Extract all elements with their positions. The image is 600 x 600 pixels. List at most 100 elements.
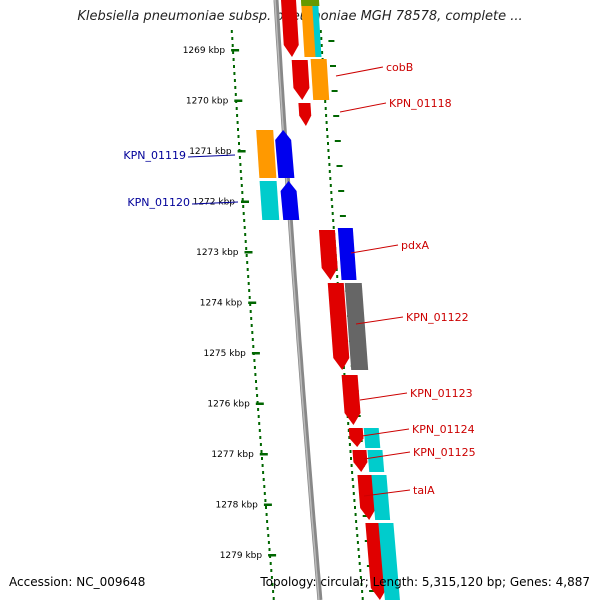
major-tick-right <box>362 515 369 517</box>
minor-tick-right <box>349 450 352 453</box>
minor-tick-right <box>361 590 364 593</box>
kbp-tick-mark <box>259 453 268 456</box>
major-tick-right <box>334 140 341 142</box>
minor-tick-left <box>262 471 265 474</box>
minor-tick-right <box>325 121 328 124</box>
minor-tick-left <box>258 429 261 432</box>
minor-tick-left <box>253 366 256 369</box>
minor-tick-right <box>343 373 346 376</box>
kbp-tick-label: 1273 kbp <box>196 248 239 258</box>
minor-tick-left <box>246 268 249 271</box>
minor-tick-left <box>269 562 272 565</box>
kbp-tick-label: 1279 kbp <box>220 551 263 561</box>
gene-label-leader <box>363 489 411 497</box>
minor-tick-left <box>234 86 237 89</box>
minor-tick-left <box>238 142 240 145</box>
kbp-tick-label: 1274 kbp <box>200 299 243 309</box>
minor-tick-left <box>259 443 262 446</box>
kbp-tick-mark <box>234 99 243 102</box>
kbp-tick-label: 1276 kbp <box>207 400 250 410</box>
kbp-tick-mark <box>251 352 260 355</box>
minor-tick-left <box>267 534 270 537</box>
gene-label-leader <box>359 392 408 401</box>
minor-tick-right <box>358 562 361 565</box>
minor-tick-left <box>251 331 254 334</box>
gene-feature-gray <box>344 283 369 370</box>
gene-label-leader <box>335 66 384 77</box>
minor-tick-right <box>326 128 328 131</box>
minor-tick-right <box>319 30 322 33</box>
minor-tick-left <box>250 324 253 327</box>
minor-tick-right <box>352 492 355 495</box>
gene-label-leader <box>187 154 236 158</box>
backbone-line <box>273 0 323 600</box>
gene-feature-blue <box>280 181 300 220</box>
kbp-tick-mark <box>255 402 264 405</box>
minor-tick-left <box>266 527 269 530</box>
minor-tick-right <box>321 51 324 54</box>
kbp-tick-mark <box>263 503 272 506</box>
minor-tick-left <box>259 436 262 439</box>
minor-tick-left <box>237 128 239 131</box>
gene-features <box>256 0 400 600</box>
minor-tick-left <box>230 30 233 33</box>
accession-text: Accession: NC_009648 <box>9 575 146 589</box>
minor-tick-left <box>232 58 235 61</box>
minor-tick-left <box>253 359 256 362</box>
minor-tick-left <box>255 387 258 390</box>
minor-tick-left <box>248 289 251 292</box>
minor-tick-right <box>336 275 339 278</box>
topology-info: Topology: circular; Length: 5,315,120 bp… <box>260 575 590 589</box>
map-title: Klebsiella pneumoniae subsp. pneumoniae … <box>77 9 523 24</box>
minor-tick-left <box>233 79 236 82</box>
genome-backbone <box>273 0 323 600</box>
minor-tick-right <box>348 436 351 439</box>
minor-tick-left <box>238 156 241 159</box>
minor-tick-left <box>234 93 237 96</box>
gene-feature-olive <box>301 0 320 6</box>
gene-feature-cyan <box>259 181 280 220</box>
minor-tick-right <box>329 184 332 187</box>
minor-tick-right <box>358 555 361 558</box>
minor-tick-left <box>250 317 253 320</box>
minor-tick-left <box>258 422 261 425</box>
minor-tick-left <box>268 548 271 551</box>
minor-tick-right <box>357 548 360 551</box>
minor-tick-right <box>356 534 359 537</box>
gene-feature-orange <box>301 0 317 57</box>
minor-tick-right <box>320 37 323 40</box>
gene-feature-red <box>348 428 364 447</box>
minor-tick-right <box>324 107 327 110</box>
minor-tick-left <box>260 450 263 453</box>
gene-label-text: KPN_01118 <box>389 97 452 110</box>
gene-feature-red <box>357 475 377 520</box>
minor-tick-left <box>272 597 275 600</box>
minor-tick-right <box>326 135 329 138</box>
minor-tick-right <box>327 156 330 159</box>
gene-label-leader <box>191 201 239 205</box>
gene-label-leader <box>350 244 399 254</box>
gene-feature-cyan <box>367 450 385 472</box>
minor-tick-right <box>330 191 333 194</box>
gene-feature-blue <box>337 228 357 280</box>
minor-tick-left <box>241 198 244 201</box>
minor-tick-left <box>245 247 248 250</box>
minor-tick-right <box>354 513 357 516</box>
minor-tick-right <box>328 163 331 166</box>
minor-tick-left <box>232 51 235 54</box>
minor-tick-left <box>243 219 246 222</box>
minor-tick-left <box>255 380 257 383</box>
gene-labels: cobB KPN_01118 KPN_01119 KPN_01120 pdxA KPN_0… <box>123 61 475 497</box>
major-tick-right <box>369 590 376 592</box>
gene-feature-red <box>352 450 368 472</box>
kbp-tick-mark <box>241 200 249 203</box>
minor-tick-left <box>239 170 242 173</box>
minor-tick-left <box>242 212 245 215</box>
minor-tick-left <box>271 583 274 586</box>
minor-tick-right <box>324 100 327 103</box>
minor-tick-right <box>327 142 329 145</box>
minor-tick-right <box>350 464 353 467</box>
minor-tick-left <box>239 163 242 166</box>
minor-tick-left <box>270 569 273 572</box>
minor-tick-right <box>356 541 359 544</box>
